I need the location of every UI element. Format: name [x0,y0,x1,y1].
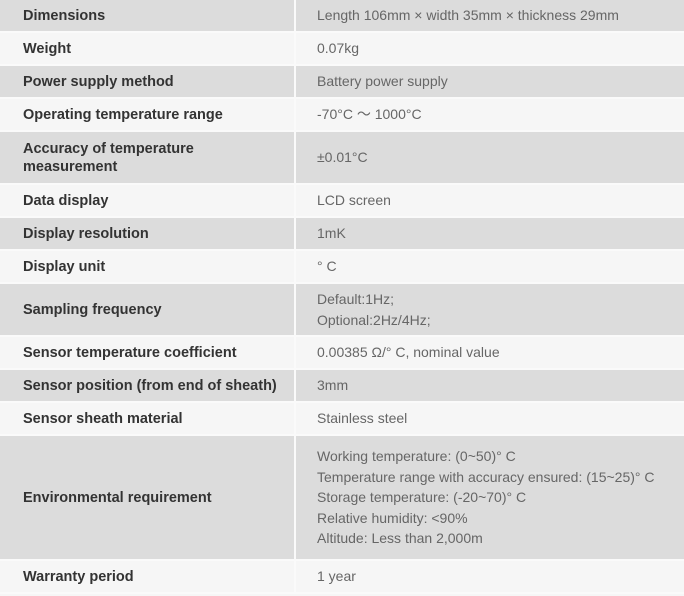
spec-value-line: Stainless steel [317,410,408,427]
table-row: Environmental requirement Working tempera… [0,436,684,561]
table-row: Warranty period 1 year [0,561,684,594]
spec-value-line: 1mK [317,225,346,242]
table-row: Accuracy of temperature measurement ±0.01… [0,132,684,185]
spec-value-line: 1 year [317,568,356,585]
spec-value-line: Temperature range with accuracy ensured:… [317,468,655,485]
spec-value: 3mm [296,370,684,401]
spec-label: Sensor position (from end of sheath) [0,370,296,401]
table-row: Sampling frequency Default:1Hz; Optional:2… [0,284,684,337]
spec-label: Operating temperature range [0,99,296,130]
table-row: Power supply method Battery power supply [0,66,684,99]
spec-label: Display unit [0,251,296,282]
spec-value-line: Altitude: Less than 2,000m [317,530,483,547]
table-row: Weight 0.07kg [0,33,684,66]
spec-value: Battery power supply [296,66,684,97]
spec-value: -70°C ～ 1000°C [296,99,684,130]
spec-value-line: Length 106mm × width 35mm × thickness 29… [317,7,619,24]
spec-value: 1mK [296,218,684,249]
spec-value: ° C [296,251,684,282]
spec-value: Default:1Hz; Optional:2Hz/4Hz; [296,284,684,335]
spec-label: Accuracy of temperature measurement [0,132,296,183]
spec-value: 0.00385 Ω/° C, nominal value [296,337,684,368]
spec-label: Power supply method [0,66,296,97]
spec-value-line: ° C [317,258,337,275]
spec-label: Dimensions [0,0,296,31]
spec-label: Weight [0,33,296,64]
spec-value: Stainless steel [296,403,684,434]
table-row: Data display LCD screen [0,185,684,218]
spec-value-line: Optional:2Hz/4Hz; [317,311,431,328]
spec-value: Working temperature: (0~50)° C Temperatur… [296,436,684,559]
spec-value: 1 year [296,561,684,592]
spec-label: Sensor sheath material [0,403,296,434]
spec-value-line: ±0.01°C [317,149,368,166]
spec-value: LCD screen [296,185,684,216]
table-row: Display resolution 1mK [0,218,684,251]
spec-label: Display resolution [0,218,296,249]
spec-value: ±0.01°C [296,132,684,183]
spec-value-line: Relative humidity: <90% [317,509,468,526]
spec-label: Warranty period [0,561,296,592]
spec-label: Sampling frequency [0,284,296,335]
spec-label: Sensor temperature coefficient [0,337,296,368]
spec-value-line: 0.07kg [317,40,360,57]
spec-value-line: Default:1Hz; [317,291,395,307]
spec-value-line: LCD screen [317,192,391,209]
spec-value-line: 3mm [317,377,349,394]
spec-value: Length 106mm × width 35mm × thickness 29… [296,0,684,31]
spec-value-line: 0.00385 Ω/° C, nominal value [317,344,500,361]
table-row: Dimensions Length 106mm × width 35mm × th… [0,0,684,33]
spec-value-line: Working temperature: (0~50)° C [317,448,516,465]
spec-value-line: Battery power supply [317,73,448,90]
table-row: Sensor sheath material Stainless steel [0,403,684,436]
spec-value-line: -70°C ～ 1000°C [317,106,422,123]
spec-label: Data display [0,185,296,216]
table-row: Sensor position (from end of sheath) 3mm [0,370,684,403]
table-row: Sensor temperature coefficient 0.00385 Ω/… [0,337,684,370]
spec-value: 0.07kg [296,33,684,64]
table-row: Display unit ° C [0,251,684,284]
spec-label: Environmental requirement [0,436,296,559]
spec-value-line: Storage temperature: (-20~70)° C [317,489,527,506]
table-row: Operating temperature range -70°C ～ 1000°… [0,99,684,132]
